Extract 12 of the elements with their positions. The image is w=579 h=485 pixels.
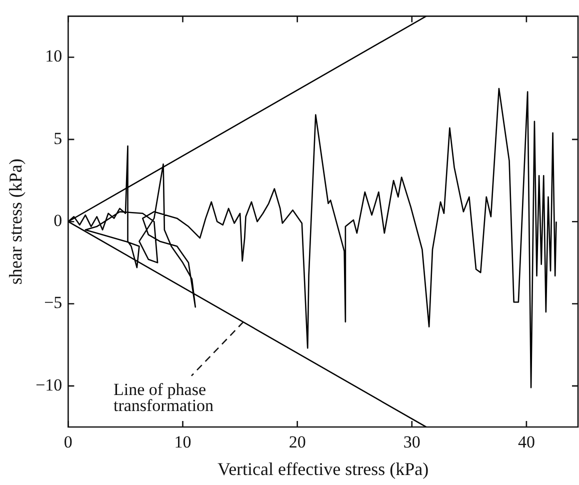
x-tick-label: 40 xyxy=(518,432,535,452)
y-tick-label: −5 xyxy=(44,293,62,312)
y-tick-label: −10 xyxy=(36,375,62,394)
x-tick-label: 30 xyxy=(403,432,420,452)
x-tick-label: 10 xyxy=(174,432,192,452)
y-axis-title: shear stress (kPa) xyxy=(6,158,26,285)
annotation: Line of phase transformation xyxy=(113,380,214,415)
x-axis-title: Vertical effective stress (kPa) xyxy=(218,458,429,479)
y-tick-label: 10 xyxy=(45,46,62,66)
y-tick-label: 0 xyxy=(54,211,62,230)
y-tick-label: 5 xyxy=(54,128,62,148)
x-tick-label: 20 xyxy=(288,432,306,452)
